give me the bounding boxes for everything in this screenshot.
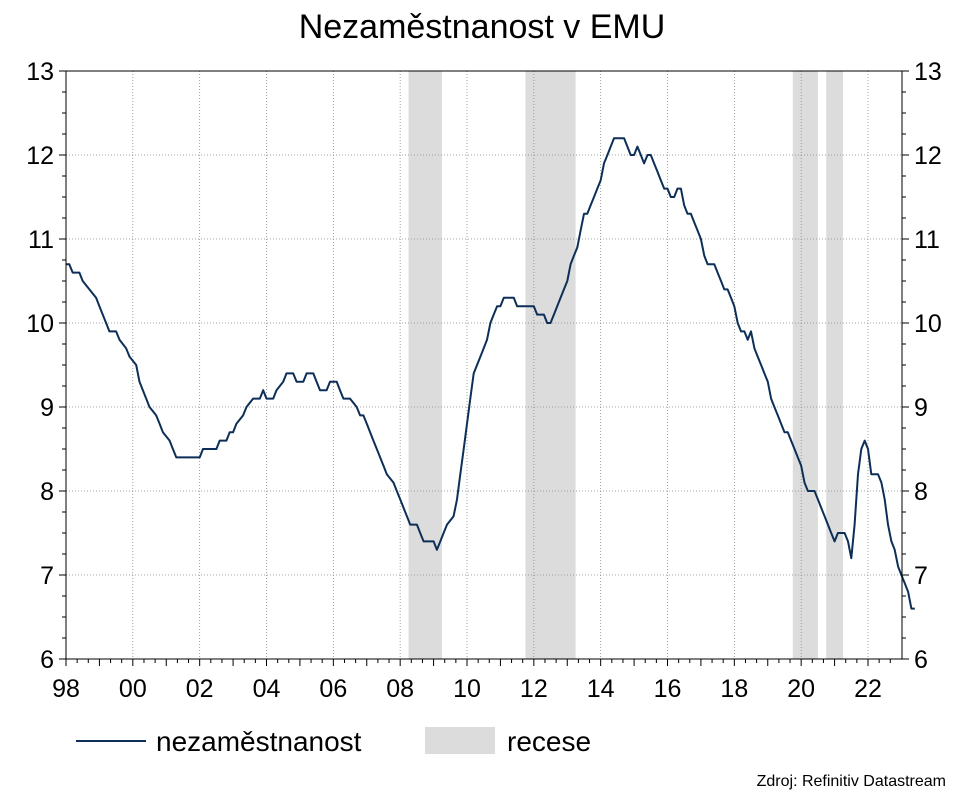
x-axis: 98 00 02 04 06 08 10 12 14 16 18 20 22: [52, 675, 882, 703]
x-tick-label-10: 18: [720, 675, 748, 703]
legend-label-unemployment: nezaměstnanost: [156, 726, 362, 757]
x-tick-label-0: 98: [52, 675, 80, 703]
x-tick-label-3: 04: [253, 675, 281, 703]
y-tick-label-right-7: 13: [914, 58, 942, 86]
x-tick-label-8: 14: [587, 675, 615, 703]
ticks: [59, 70, 909, 666]
chart-title: Nezaměstnanost v EMU: [299, 8, 666, 46]
y-tick-label-right-0: 6: [914, 646, 928, 674]
y-tick-label-right-4: 10: [914, 310, 942, 338]
y-tick-label-left-2: 8: [40, 478, 54, 506]
legend-label-recession: recese: [507, 726, 591, 757]
x-tick-label-11: 20: [787, 675, 815, 703]
y-tick-label-right-2: 8: [914, 478, 928, 506]
y-axis-left: 6 7 8 9 10 11 12 13: [26, 58, 54, 674]
x-tick-label-6: 10: [453, 675, 481, 703]
y-tick-label-right-1: 7: [914, 562, 928, 590]
y-tick-label-left-3: 9: [40, 394, 54, 422]
y-tick-label-right-3: 9: [914, 394, 928, 422]
line-layer: [66, 137, 915, 610]
recession-band-1: [525, 71, 576, 659]
y-tick-label-left-5: 11: [28, 226, 54, 254]
y-tick-label-right-5: 11: [914, 226, 940, 254]
y-axis-right: 6 7 8 9 10 11 12 13: [914, 58, 942, 674]
legend-band-swatch: [425, 727, 495, 754]
x-tick-label-4: 06: [319, 675, 347, 703]
plot-frame: [65, 70, 903, 660]
y-tick-label-left-4: 10: [26, 310, 54, 338]
y-tick-label-left-6: 12: [26, 142, 54, 170]
x-tick-label-12: 22: [854, 675, 882, 703]
grid: [66, 71, 902, 659]
x-tick-label-7: 12: [520, 675, 548, 703]
y-tick-label-left-7: 13: [26, 58, 54, 86]
recession-band-0: [408, 71, 442, 659]
y-tick-label-right-6: 12: [914, 142, 942, 170]
x-tick-label-9: 16: [654, 675, 682, 703]
series-line-unemployment: [66, 137, 915, 610]
y-tick-label-left-1: 7: [40, 562, 54, 590]
legend: nezaměstnanost recese: [76, 726, 591, 757]
source-note: Zdroj: Refinitiv Datastream: [757, 773, 946, 790]
x-tick-label-1: 00: [119, 675, 147, 703]
y-tick-label-left-0: 6: [40, 646, 54, 674]
recession-band-3: [826, 71, 843, 659]
recession-band-2: [792, 71, 818, 659]
x-tick-label-2: 02: [186, 675, 214, 703]
recession-bands: [408, 71, 843, 659]
x-tick-label-5: 08: [386, 675, 414, 703]
